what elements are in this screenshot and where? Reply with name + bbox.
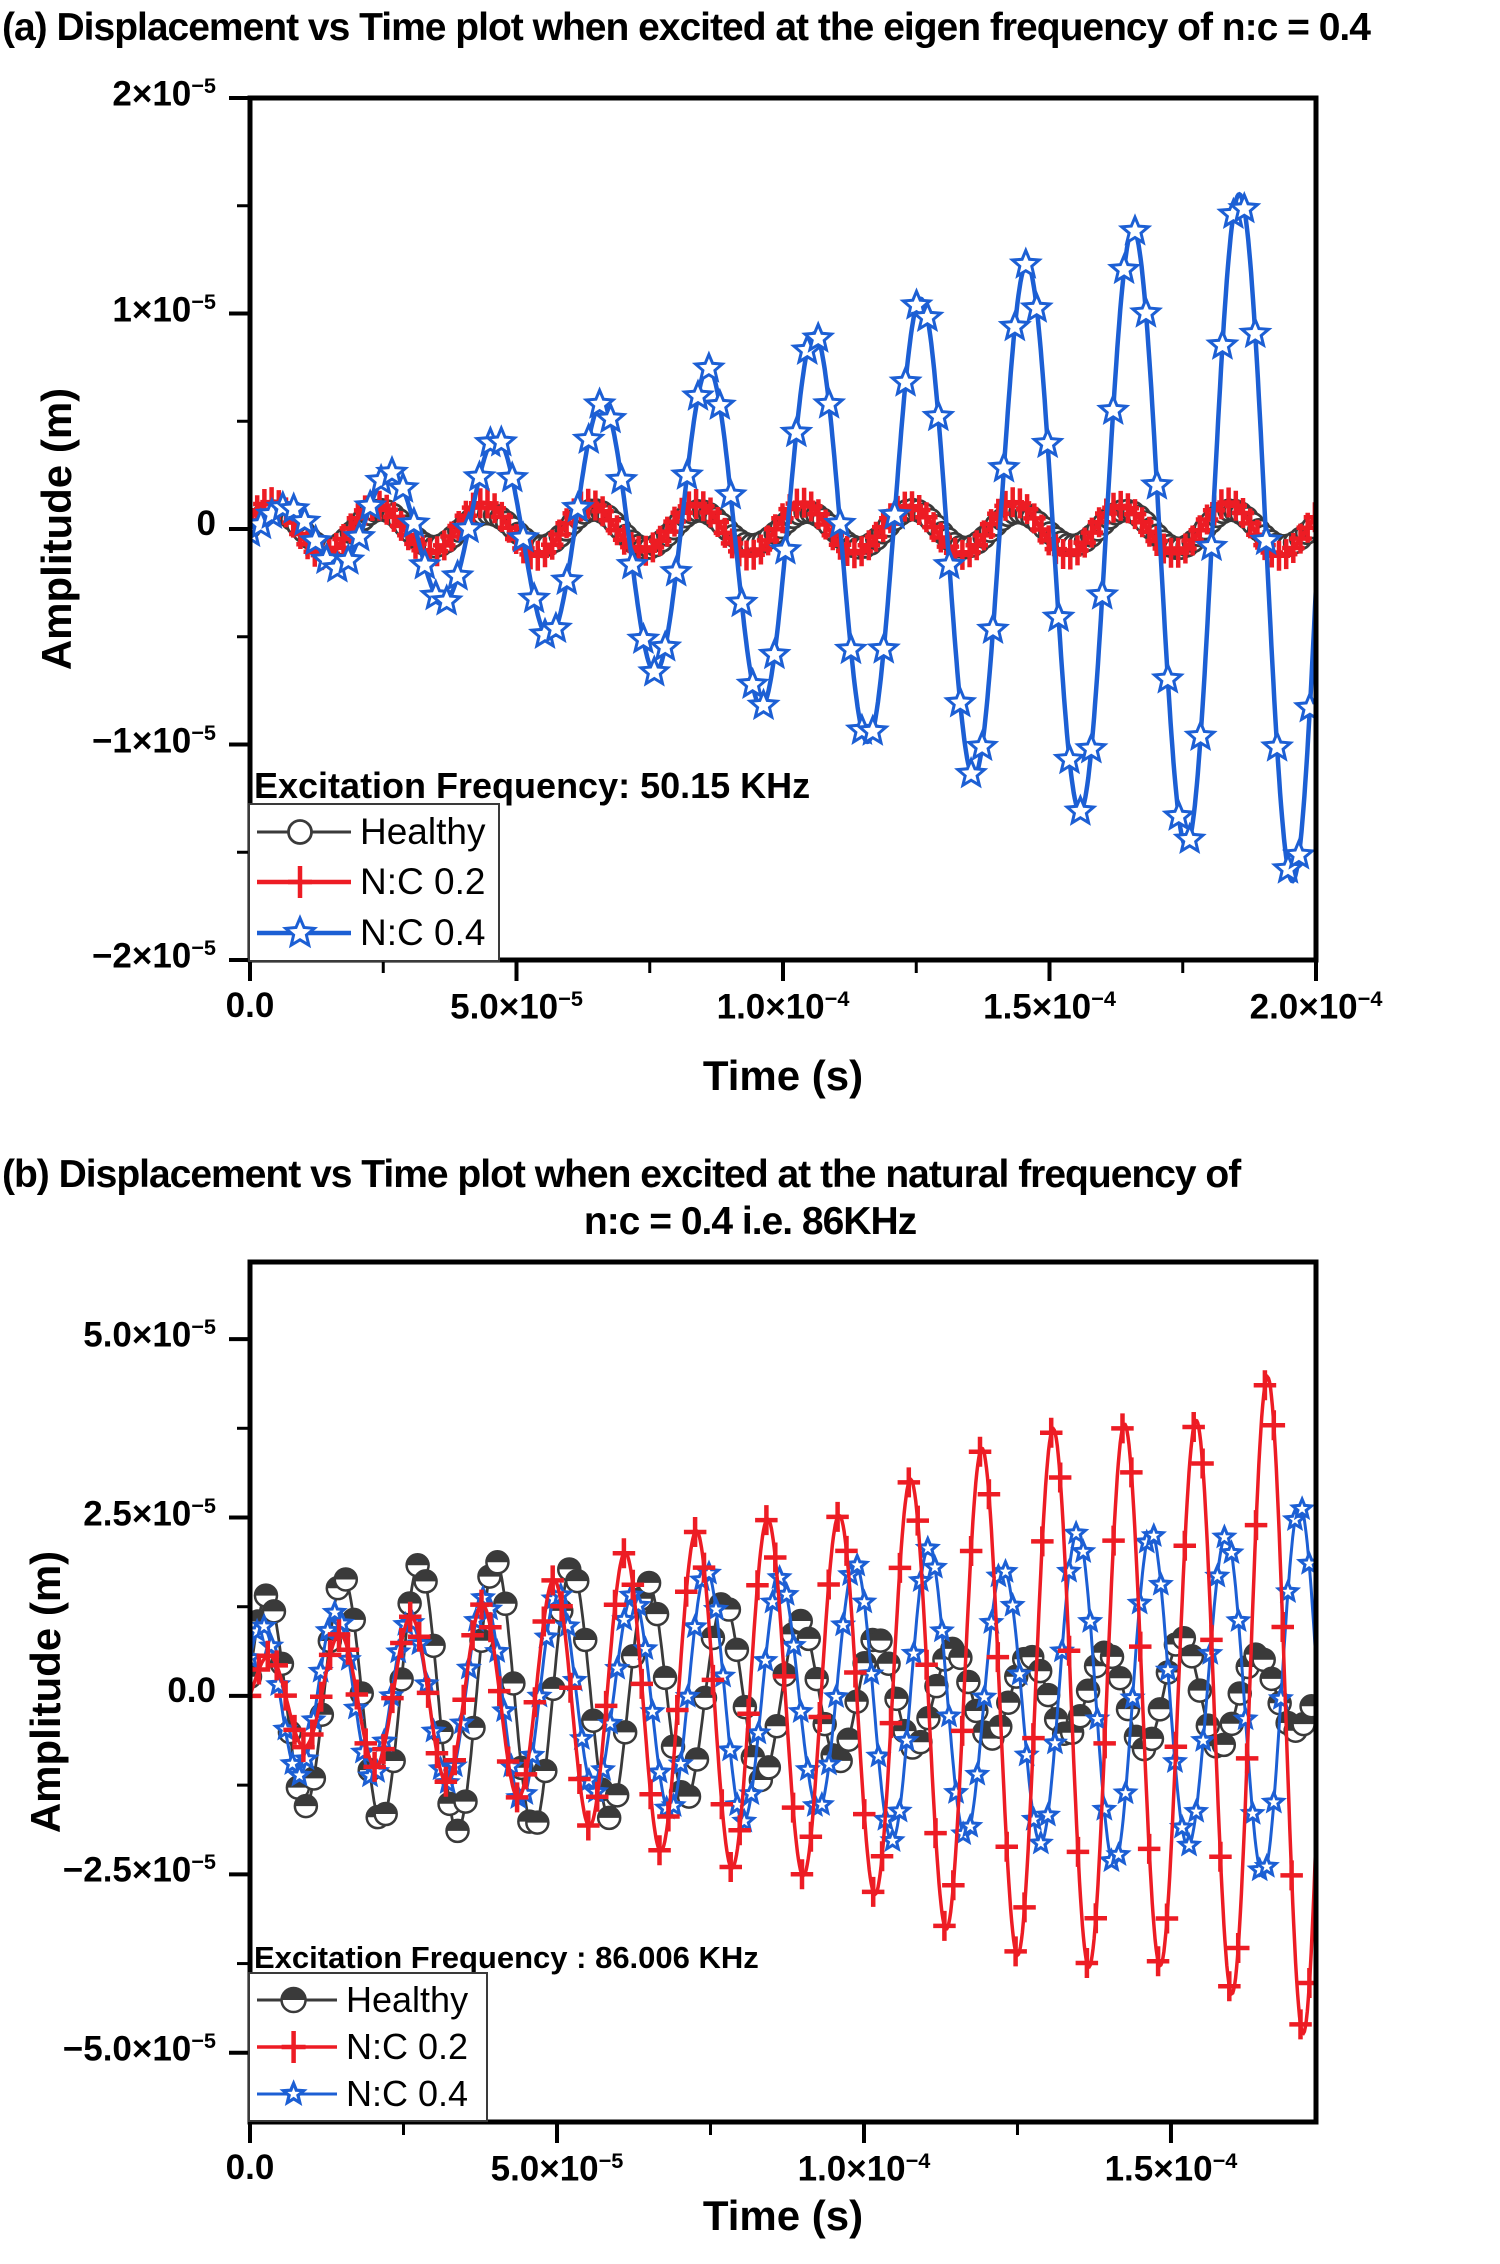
legend-item-healthy: Healthy: [250, 809, 498, 855]
panel-a-legend: Healthy N:C 0.2 N:C 0.4: [248, 803, 500, 962]
y-tick-label: 5.0×10−5: [83, 1314, 216, 1355]
legend-item-nc02: N:C 0.2: [250, 2026, 486, 2068]
x-tick-label: 2.0×10−4: [1249, 986, 1383, 1027]
y-tick-label: 2.5×10−5: [83, 1492, 216, 1534]
series-healthy-markers: [250, 1550, 1316, 1844]
legend-item-healthy: Healthy: [250, 1979, 486, 2021]
panel-b-title-line2: n:c = 0.4 i.e. 86KHz: [583, 1200, 917, 1243]
panel-b-legend: Healthy N:C 0.2 N:C 0.4: [248, 1972, 488, 2122]
panel-b-y-axis-title: Amplitude (m): [22, 1550, 69, 1834]
panel-b-title-line1: (b) Displacement vs Time plot when excit…: [2, 1153, 1241, 1196]
series-n-c-0-4-markers: [250, 190, 1316, 884]
healthy-line-sample: [257, 1986, 337, 2013]
series-n-c-0-4: [250, 190, 1316, 884]
series-n-c-0-2: [250, 1370, 1316, 2040]
panel-b-x-axis-title: Time (s): [702, 2192, 864, 2239]
x-tick-label: 1.5×10−4: [983, 986, 1116, 1027]
series-n-c-0-2-markers: [250, 1370, 1316, 2040]
legend-label-nc02: N:C 0.2: [346, 2025, 469, 2067]
panel-b-annotation: Excitation Frequency : 86.006 KHz: [254, 1940, 759, 1975]
panel-a: [229, 95, 1319, 981]
y-tick-label: 0: [196, 504, 216, 543]
legend-label-healthy: Healthy: [360, 811, 486, 853]
nc04-line-sample: [257, 2079, 337, 2107]
x-tick-label: 0.0: [225, 986, 275, 1025]
y-tick-label: −2.5×10−5: [62, 1849, 216, 1890]
legend-item-nc04: N:C 0.4: [250, 910, 498, 956]
y-tick-label: 2×10−5: [112, 73, 216, 114]
x-tick-label: 1.0×10−4: [716, 986, 850, 1027]
nc02-line-sample: [257, 866, 351, 899]
nc02-line-sample: [257, 2030, 337, 2063]
panel-a-annotation: Excitation Frequency: 50.15 KHz: [254, 765, 811, 806]
panel-b-frame: [247, 1259, 1319, 2125]
y-tick-label: −5.0×10−5: [62, 2027, 216, 2069]
x-tick-label: 1.0×10−4: [797, 2148, 931, 2189]
y-tick-label: 0.0: [167, 1670, 216, 1710]
y-tick-label: 1×10−5: [112, 288, 216, 330]
panel-a-y-axis-title: Amplitude (m): [33, 387, 80, 671]
x-tick-label: 5.0×10−5: [490, 2148, 624, 2189]
healthy-line-sample: [257, 819, 351, 846]
legend-label-nc04: N:C 0.4: [360, 911, 486, 953]
x-tick-label: 0.0: [225, 2148, 275, 2187]
x-tick-label: 5.0×10−5: [450, 986, 583, 1027]
legend-label-healthy: Healthy: [346, 1978, 469, 2020]
panel-b: [229, 1259, 1319, 2143]
legend-label-nc04: N:C 0.4: [346, 2073, 469, 2115]
legend-item-nc04: N:C 0.4: [250, 2073, 486, 2115]
legend-item-nc02: N:C 0.2: [250, 859, 498, 905]
panel-a-title: (a) Displacement vs Time plot when excit…: [2, 6, 1371, 49]
legend-label-nc02: N:C 0.2: [360, 861, 486, 903]
nc04-line-sample: [257, 913, 351, 949]
y-tick-label: −2×10−5: [91, 935, 216, 976]
x-tick-label: 1.5×10−4: [1104, 2148, 1238, 2189]
y-tick-label: −1×10−5: [91, 719, 216, 761]
panel-a-frame: [247, 95, 1319, 963]
panel-a-x-axis-title: Time (s): [702, 1052, 864, 1099]
